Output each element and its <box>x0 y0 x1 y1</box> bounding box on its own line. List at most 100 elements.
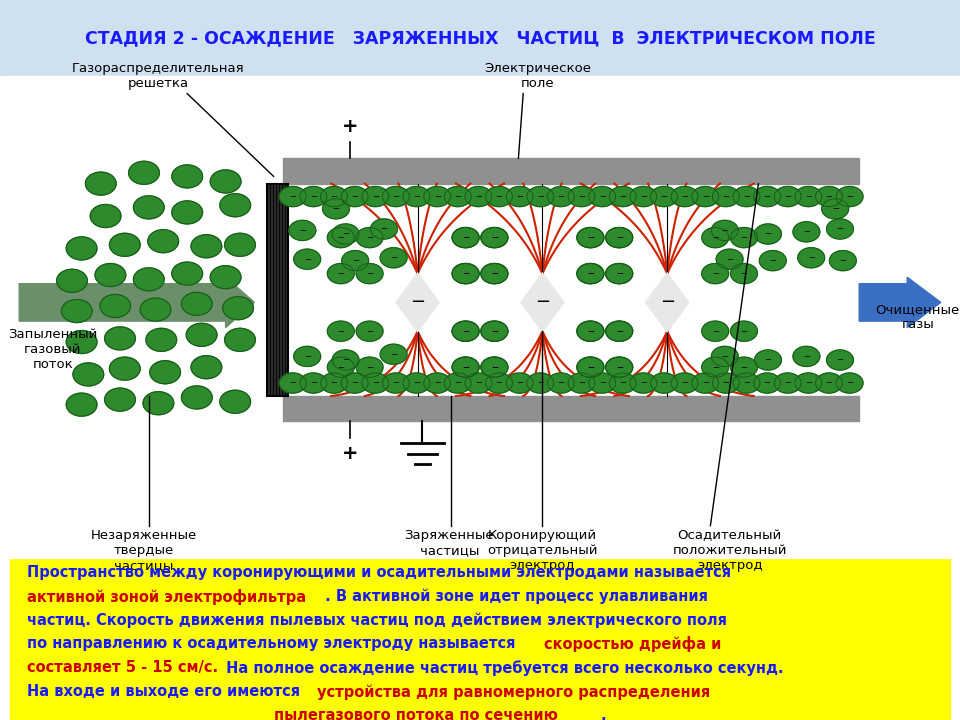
Text: −: − <box>454 192 461 201</box>
Circle shape <box>382 186 409 207</box>
Text: −: − <box>491 233 498 242</box>
Circle shape <box>220 390 251 413</box>
Circle shape <box>836 373 863 393</box>
Text: −: − <box>310 192 317 201</box>
Circle shape <box>651 373 678 393</box>
Text: −: − <box>372 192 379 201</box>
Text: −: − <box>711 363 719 372</box>
Text: −: − <box>462 363 469 372</box>
Text: −: − <box>615 269 623 278</box>
Circle shape <box>610 373 636 393</box>
Text: −: − <box>615 363 623 372</box>
Circle shape <box>66 237 97 260</box>
Text: −: − <box>615 269 623 278</box>
Circle shape <box>775 373 802 393</box>
Bar <box>0 76 960 558</box>
Text: −: − <box>393 192 399 201</box>
Text: устройства для равномерного распределения: устройства для равномерного распределени… <box>317 684 710 700</box>
Text: −: − <box>337 233 345 242</box>
Circle shape <box>356 357 383 377</box>
Text: −: − <box>839 256 847 265</box>
Circle shape <box>712 186 739 207</box>
Text: −: − <box>491 269 498 278</box>
Circle shape <box>606 264 633 284</box>
Text: −: − <box>740 269 748 278</box>
Text: −: − <box>763 192 771 201</box>
Circle shape <box>181 386 212 409</box>
Text: Очищенные
газы: Очищенные газы <box>876 303 960 330</box>
Text: −: − <box>342 356 349 364</box>
Circle shape <box>210 170 241 193</box>
Text: −: − <box>337 327 345 336</box>
Text: −: − <box>491 327 498 336</box>
Circle shape <box>341 186 368 207</box>
Circle shape <box>712 373 739 393</box>
Text: −: − <box>351 192 358 201</box>
Text: Коронирующий
отрицательный
электрод: Коронирующий отрицательный электрод <box>487 529 598 572</box>
Text: −: − <box>587 363 594 372</box>
Circle shape <box>225 328 255 351</box>
Text: −: − <box>702 379 708 387</box>
Circle shape <box>85 172 116 195</box>
Text: по направлению к осадительному электроду называется: по направлению к осадительному электроду… <box>27 636 520 652</box>
Text: −: − <box>535 294 550 311</box>
Circle shape <box>711 220 738 240</box>
Circle shape <box>172 262 203 285</box>
Circle shape <box>143 392 174 415</box>
Circle shape <box>702 228 729 248</box>
Text: −: − <box>462 233 469 242</box>
Circle shape <box>827 219 853 239</box>
Circle shape <box>294 249 321 269</box>
Text: −: − <box>330 379 338 387</box>
Text: −: − <box>836 356 844 364</box>
Text: −: − <box>380 225 388 233</box>
Text: −: − <box>475 379 482 387</box>
Text: −: − <box>587 327 594 336</box>
Text: −: − <box>366 233 373 242</box>
Text: −: − <box>740 233 748 242</box>
Text: −: − <box>303 255 311 264</box>
Circle shape <box>527 373 554 393</box>
Text: −: − <box>587 269 594 278</box>
Text: −: − <box>410 294 425 311</box>
Text: −: − <box>351 256 359 265</box>
Text: −: − <box>711 233 719 242</box>
Circle shape <box>146 328 177 351</box>
Circle shape <box>651 186 678 207</box>
Circle shape <box>481 228 508 248</box>
Text: −: − <box>807 253 815 262</box>
Text: −: − <box>615 327 623 336</box>
Circle shape <box>294 346 321 366</box>
Circle shape <box>371 219 397 239</box>
Circle shape <box>362 186 389 207</box>
Text: −: − <box>711 269 719 278</box>
Circle shape <box>66 393 97 416</box>
Text: −: − <box>846 379 853 387</box>
Text: −: − <box>784 192 791 201</box>
Text: −: − <box>803 352 810 361</box>
Circle shape <box>486 186 513 207</box>
Circle shape <box>321 186 348 207</box>
Text: −: − <box>640 379 647 387</box>
Circle shape <box>186 323 217 346</box>
Text: +: + <box>342 117 359 135</box>
Text: Незаряженные
твердые
частицы: Незаряженные твердые частицы <box>91 529 197 572</box>
Text: −: − <box>587 269 594 278</box>
Text: −: − <box>289 192 297 201</box>
Text: −: − <box>826 192 832 201</box>
Text: −: − <box>599 192 606 201</box>
Bar <box>283 396 859 421</box>
Circle shape <box>606 321 633 341</box>
Text: −: − <box>390 253 397 262</box>
Text: −: − <box>763 379 771 387</box>
Bar <box>267 184 288 396</box>
Circle shape <box>577 228 604 248</box>
Circle shape <box>356 264 383 284</box>
Text: составляет 5 - 15 см/с.: составляет 5 - 15 см/с. <box>27 660 218 675</box>
Circle shape <box>356 321 383 341</box>
Circle shape <box>223 297 253 320</box>
Circle shape <box>181 292 212 315</box>
Text: −: − <box>537 192 543 201</box>
Circle shape <box>341 373 368 393</box>
Text: −: − <box>366 327 373 336</box>
